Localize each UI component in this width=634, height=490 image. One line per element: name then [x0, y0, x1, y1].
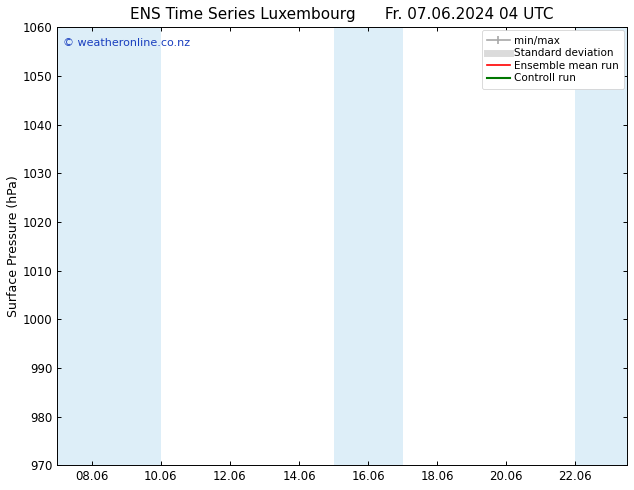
Bar	[333, 27, 368, 465]
Legend: min/max, Standard deviation, Ensemble mean run, Controll run: min/max, Standard deviation, Ensemble me…	[482, 30, 624, 89]
Bar	[575, 27, 627, 465]
Bar	[126, 27, 161, 465]
Title: ENS Time Series Luxembourg      Fr. 07.06.2024 04 UTC: ENS Time Series Luxembourg Fr. 07.06.202…	[131, 7, 554, 22]
Y-axis label: Surface Pressure (hPa): Surface Pressure (hPa)	[7, 175, 20, 317]
Text: © weatheronline.co.nz: © weatheronline.co.nz	[63, 38, 190, 48]
Bar	[368, 27, 403, 465]
Bar	[57, 27, 126, 465]
